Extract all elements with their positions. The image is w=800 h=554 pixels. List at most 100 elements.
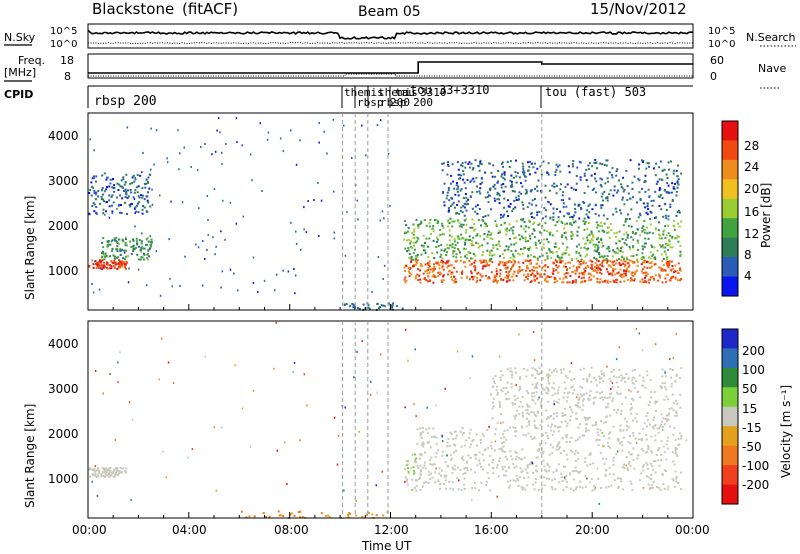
xtick-marks [87, 304, 694, 518]
power-cell [668, 239, 671, 242]
power-cell [527, 226, 530, 229]
power-cell [102, 253, 105, 256]
power-cell [476, 190, 478, 193]
power-cell [93, 203, 96, 206]
power-cell [607, 226, 610, 229]
velocity-cell [438, 472, 441, 475]
velocity-cell [535, 456, 538, 459]
velocity-cell [635, 380, 638, 383]
velocity-cell [652, 427, 655, 430]
power-cell [556, 280, 559, 283]
velocity-cell [496, 466, 499, 469]
velocity-cell [663, 469, 666, 472]
power-cell [146, 195, 149, 198]
power-cell [609, 222, 612, 225]
power-cell [497, 243, 500, 246]
power-cell [538, 222, 541, 225]
velocity-cell [461, 427, 464, 430]
velocity-cell [522, 367, 525, 370]
power-cell [539, 165, 542, 168]
power-cell [589, 239, 592, 242]
power-cell [537, 281, 540, 284]
power-cell [91, 186, 94, 189]
power-cell [491, 175, 494, 178]
velocity-cell [527, 421, 530, 424]
velocity-cell [552, 382, 555, 385]
power-cell [648, 165, 650, 168]
velocity-cell [577, 426, 580, 429]
power-cell [646, 232, 649, 235]
power-cell [119, 265, 121, 268]
power-cell [679, 267, 682, 270]
power-cell [483, 264, 486, 267]
power-cell [617, 271, 620, 274]
power-cell [452, 201, 455, 204]
power-cell [631, 188, 634, 190]
power-cell [455, 212, 458, 215]
velocity-cell [413, 469, 416, 472]
velocity-cell [600, 487, 602, 489]
velocity-cell [118, 472, 121, 475]
velocity-cell [521, 470, 524, 473]
power-cell [517, 252, 520, 255]
power-cell [599, 162, 602, 165]
velocity-cell [584, 457, 587, 460]
power-cell [661, 169, 664, 172]
power-cell [237, 289, 239, 292]
power-cell [451, 203, 454, 206]
velocity-cell [429, 463, 432, 466]
power-cell [571, 163, 574, 166]
power-cell [446, 243, 449, 246]
power-cell [440, 261, 442, 264]
power-cell [512, 255, 515, 258]
velocity-cell [505, 470, 508, 473]
power-cell [257, 291, 259, 294]
velocity-cell [536, 372, 539, 375]
power-cell [526, 206, 529, 209]
power-cell [141, 232, 143, 235]
velocity-cell [625, 428, 628, 431]
power-cell [501, 161, 504, 164]
power-cell [628, 270, 630, 273]
power-cell [672, 169, 675, 172]
power-cell [495, 244, 498, 247]
velocity-cell [561, 412, 564, 415]
power-cell [522, 227, 525, 230]
velocity-cell [552, 471, 555, 474]
velocity-cell [420, 432, 423, 435]
power-cell [513, 190, 516, 193]
velocity-cell [625, 464, 627, 467]
power-cell [575, 251, 578, 253]
power-cell [520, 192, 523, 195]
power-cell [94, 260, 96, 263]
power-cell [457, 235, 460, 238]
velocity-cell [528, 413, 530, 416]
power-cell [531, 272, 534, 275]
velocity-cell [536, 456, 539, 459]
power-cell [104, 213, 106, 216]
power-cell [633, 279, 636, 282]
velocity-cell [104, 470, 107, 473]
power-cell [641, 230, 644, 233]
power-cell [608, 272, 611, 275]
velocity-cell [588, 416, 591, 419]
velocity-cell [531, 392, 534, 395]
power-cell [643, 245, 646, 248]
power-cell [101, 259, 104, 262]
power-cell [115, 236, 118, 239]
power-cell [207, 233, 209, 236]
power-cell [318, 235, 320, 237]
power-cell [667, 161, 670, 164]
power-cell [416, 253, 419, 256]
velocity-cell [548, 453, 551, 456]
velocity-cell [485, 481, 488, 484]
power-cell [615, 278, 618, 281]
velocity-cell [471, 355, 474, 358]
power-cell [529, 269, 531, 272]
power-cell [563, 265, 565, 268]
velocity-cell [130, 498, 132, 501]
power-cell [432, 281, 435, 284]
power-cell [303, 206, 305, 209]
power-cell [540, 189, 543, 192]
power-cell [106, 176, 108, 179]
